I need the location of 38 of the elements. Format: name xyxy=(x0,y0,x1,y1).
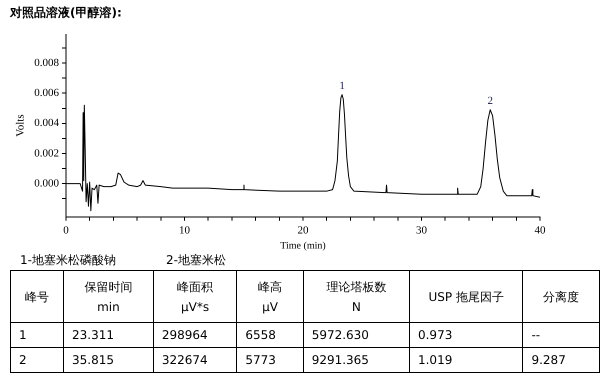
annotation: 2 xyxy=(487,95,493,108)
chart-title: 对照品溶液(甲醇溶): xyxy=(9,5,122,20)
text: 35.815 xyxy=(63,348,154,372)
x-tick-label: 40 xyxy=(534,224,546,236)
text: 保留时间 min xyxy=(63,270,154,322)
text: 9.287 xyxy=(522,348,600,372)
annotation: 1 xyxy=(339,80,345,92)
y-tick-label: 0.008 xyxy=(34,56,60,69)
text: 23.311 xyxy=(63,322,154,348)
y-tick-label: 0.006 xyxy=(34,87,60,100)
text: 理论塔板数 N xyxy=(303,270,410,322)
x-tick-label: 0 xyxy=(63,224,70,236)
y-axis-title: Volts xyxy=(14,114,26,137)
text: 1.019 xyxy=(409,348,523,372)
text: 峰面积 μV*s xyxy=(153,270,237,322)
x-tick-label: 20 xyxy=(297,224,309,236)
text: 2-地塞米松 xyxy=(166,252,226,269)
text: 5972.630 xyxy=(303,322,410,348)
text: 322674 xyxy=(153,348,237,372)
text: 1-地塞米松磷酸钠 xyxy=(20,252,116,269)
y-tick-label: 0.002 xyxy=(34,147,59,160)
text: 分离度 xyxy=(522,270,600,322)
text: USP 拖尾因子 xyxy=(409,270,523,322)
text: 2 xyxy=(10,348,64,372)
text: 1 xyxy=(10,322,64,348)
y-tick-label: 0.004 xyxy=(34,117,60,130)
text: 0.973 xyxy=(409,322,523,348)
text: -- xyxy=(522,322,600,348)
x-axis-title: Time (min) xyxy=(280,240,326,252)
text: 298964 xyxy=(153,322,237,348)
x-tick-label: 10 xyxy=(178,224,190,236)
text: 峰高 μV xyxy=(236,270,304,322)
text: 峰号 xyxy=(10,270,64,322)
text: 9291.365 xyxy=(303,348,410,372)
text: 5773 xyxy=(236,348,304,372)
x-tick-label: 30 xyxy=(416,224,428,236)
y-tick-label: 0.000 xyxy=(34,178,60,190)
text: 6558 xyxy=(236,322,304,348)
